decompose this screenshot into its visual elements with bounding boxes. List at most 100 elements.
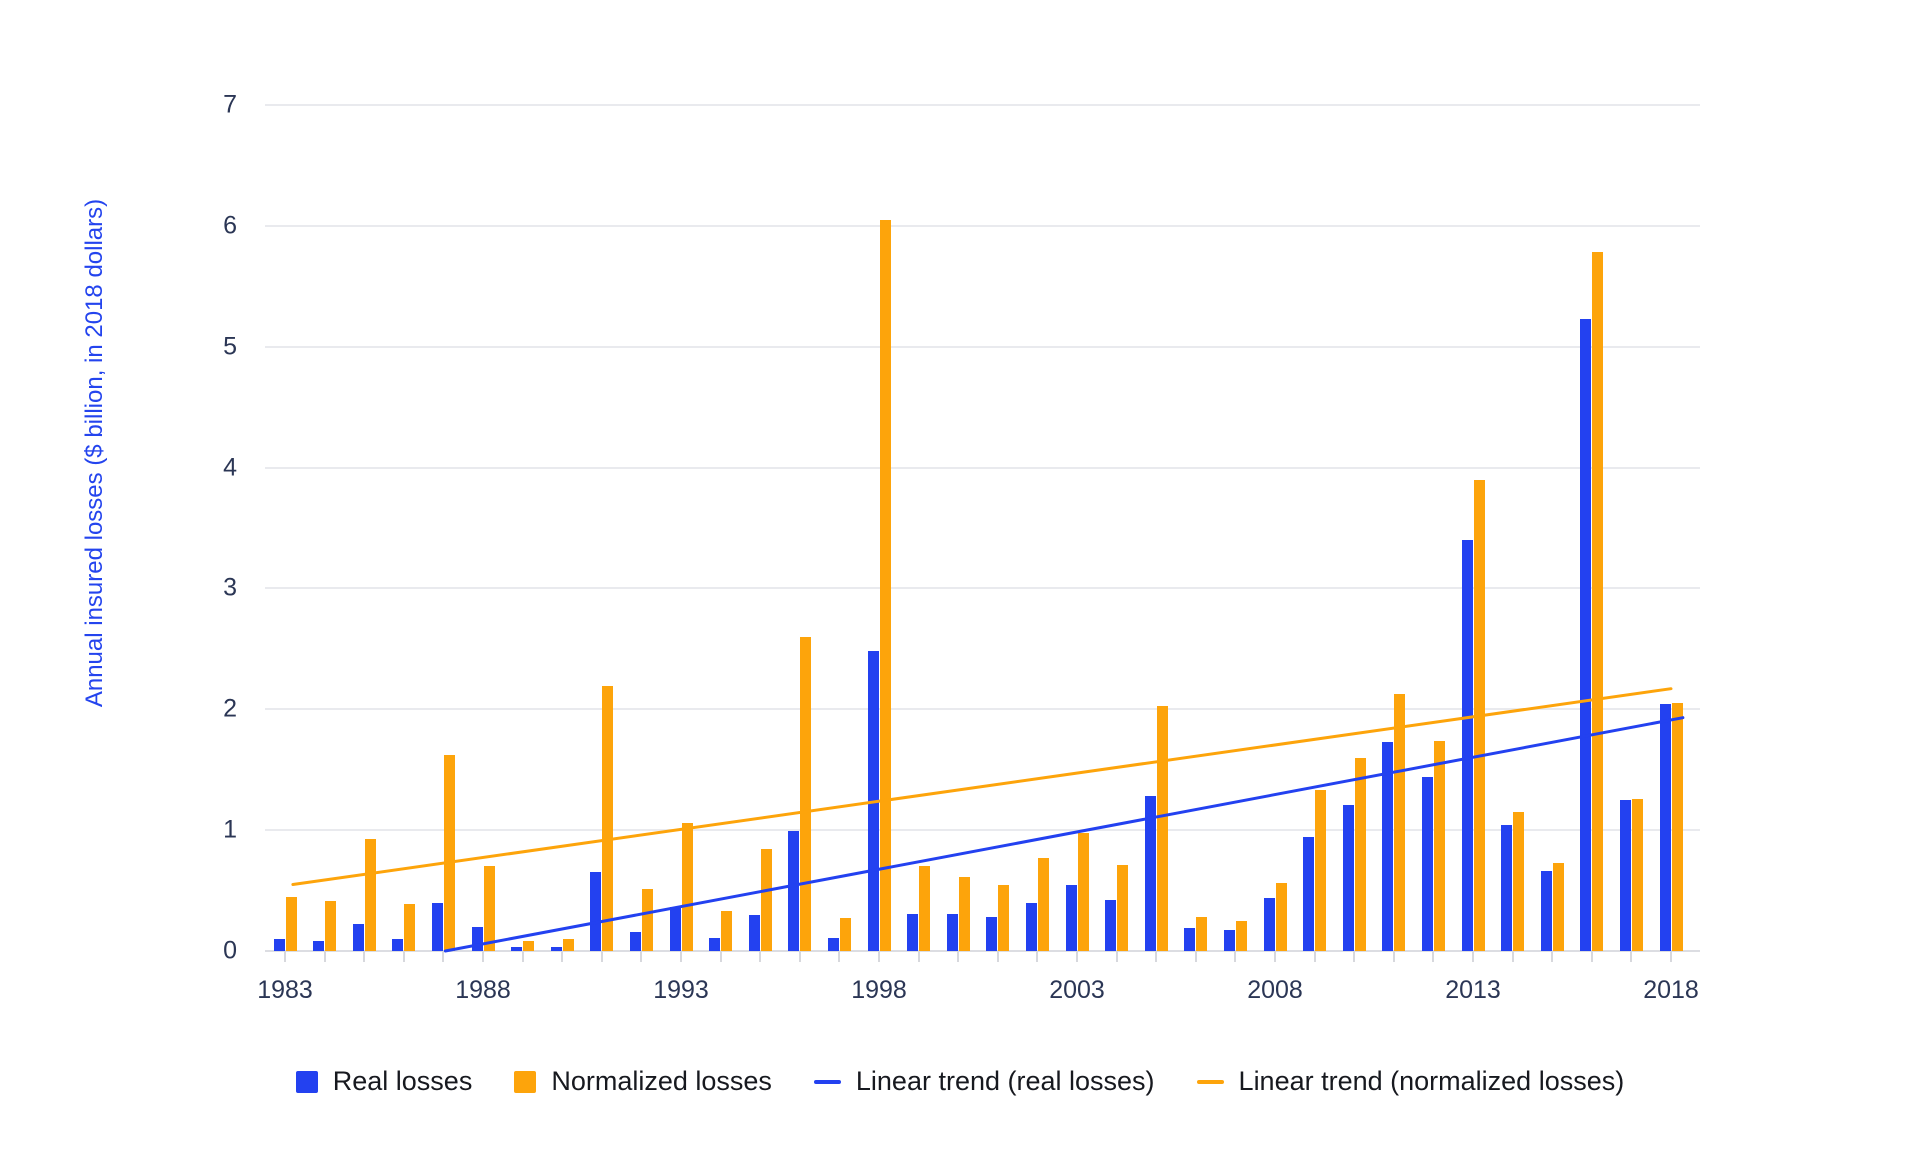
bar-real-1985 [353, 924, 364, 951]
bar-real-1993 [670, 907, 681, 951]
bar-normalized-1990 [563, 939, 574, 951]
bar-normalized-2006 [1196, 917, 1207, 951]
x-tick-1989 [522, 951, 524, 962]
x-tick-1999 [918, 951, 920, 962]
x-tick-2008 [1274, 951, 1276, 962]
y-axis-title: Annual insured losses ($ billion, in 201… [81, 198, 108, 708]
x-tick-1985 [363, 951, 365, 962]
bar-normalized-2011 [1394, 694, 1405, 951]
legend-item-real-losses: Real losses [295, 1066, 472, 1097]
x-tick-2005 [1155, 951, 1157, 962]
x-tick-1988 [482, 951, 484, 962]
x-tick-2000 [957, 951, 959, 962]
x-tick-2003 [1076, 951, 1078, 962]
x-tick-2016 [1591, 951, 1593, 962]
x-tick-1991 [601, 951, 603, 962]
bar-real-2009 [1303, 837, 1314, 951]
bar-real-1988 [472, 927, 483, 951]
bar-normalized-1987 [444, 755, 455, 951]
bar-normalized-2008 [1276, 883, 1287, 951]
bar-real-1996 [788, 831, 799, 951]
y-gridline-5 [265, 346, 1700, 348]
x-tick-1997 [838, 951, 840, 962]
bar-real-1987 [432, 903, 443, 951]
x-tick-label-2018: 2018 [1643, 976, 1699, 1004]
bar-normalized-2015 [1553, 863, 1564, 951]
bar-real-2008 [1264, 898, 1275, 951]
x-tick-1986 [403, 951, 405, 962]
bar-normalized-2001 [998, 885, 1009, 951]
bar-normalized-1995 [761, 849, 772, 951]
legend-item-normalized-losses: Normalized losses [514, 1066, 772, 1097]
x-tick-label-1983: 1983 [257, 976, 313, 1004]
bar-normalized-1994 [721, 911, 732, 951]
y-tick-label-5: 5 [223, 332, 237, 361]
bar-real-1994 [709, 938, 720, 951]
bar-normalized-1988 [484, 866, 495, 951]
bar-normalized-2013 [1474, 480, 1485, 951]
x-tick-2011 [1393, 951, 1395, 962]
bar-real-1997 [828, 938, 839, 951]
x-tick-label-1998: 1998 [851, 976, 907, 1004]
x-tick-label-2008: 2008 [1247, 976, 1303, 1004]
x-tick-label-2003: 2003 [1049, 976, 1105, 1004]
bar-real-2003 [1066, 885, 1077, 951]
y-tick-label-1: 1 [223, 815, 237, 844]
y-gridline-7 [265, 104, 1700, 106]
x-tick-1993 [680, 951, 682, 962]
bar-normalized-2018 [1672, 703, 1683, 951]
bar-normalized-1997 [840, 918, 851, 951]
bar-real-2005 [1145, 796, 1156, 951]
bar-real-1998 [868, 651, 879, 951]
x-tick-1983 [284, 951, 286, 962]
bar-real-1999 [907, 914, 918, 951]
bar-normalized-1993 [682, 823, 693, 951]
x-tick-1998 [878, 951, 880, 962]
bar-real-2018 [1660, 704, 1671, 951]
bar-real-1990 [551, 947, 562, 951]
bar-normalized-2007 [1236, 921, 1247, 951]
trend-normalized-line-icon [1196, 1079, 1224, 1084]
y-tick-label-2: 2 [223, 694, 237, 723]
x-tick-2009 [1314, 951, 1316, 962]
bar-normalized-2002 [1038, 858, 1049, 951]
bar-real-2012 [1422, 777, 1433, 951]
x-tick-2017 [1630, 951, 1632, 962]
bar-real-2007 [1224, 930, 1235, 951]
y-tick-label-6: 6 [223, 211, 237, 240]
bar-normalized-1986 [404, 904, 415, 951]
bar-real-2000 [947, 914, 958, 951]
normalized-losses-swatch-icon [514, 1070, 537, 1093]
x-tick-1990 [561, 951, 563, 962]
bar-normalized-2004 [1117, 865, 1128, 951]
bar-normalized-2003 [1078, 833, 1089, 951]
x-tick-1987 [442, 951, 444, 962]
bar-normalized-1984 [325, 901, 336, 951]
bar-normalized-1996 [800, 637, 811, 951]
y-gridline-3 [265, 587, 1700, 589]
bar-real-1991 [590, 872, 601, 951]
bar-real-1992 [630, 932, 641, 951]
x-tick-1994 [720, 951, 722, 962]
bar-normalized-2000 [959, 877, 970, 951]
x-tick-1995 [759, 951, 761, 962]
x-tick-2013 [1472, 951, 1474, 962]
y-gridline-6 [265, 225, 1700, 227]
bar-real-2004 [1105, 900, 1116, 951]
trend-real-line-icon [813, 1079, 841, 1084]
bar-real-2017 [1620, 800, 1631, 951]
bar-real-2016 [1580, 319, 1591, 951]
y-tick-label-3: 3 [223, 573, 237, 602]
bar-normalized-2009 [1315, 790, 1326, 951]
legend: Real losses Normalized losses Linear tre… [0, 1066, 1920, 1097]
y-tick-label-0: 0 [223, 936, 237, 965]
bar-normalized-1985 [365, 839, 376, 951]
x-tick-2007 [1234, 951, 1236, 962]
x-tick-2004 [1116, 951, 1118, 962]
legend-label-linear-trend-real: Linear trend (real losses) [855, 1066, 1155, 1096]
bar-real-2011 [1382, 742, 1393, 951]
y-gridline-4 [265, 467, 1700, 469]
bar-normalized-1992 [642, 889, 653, 951]
bar-real-1984 [313, 941, 324, 951]
